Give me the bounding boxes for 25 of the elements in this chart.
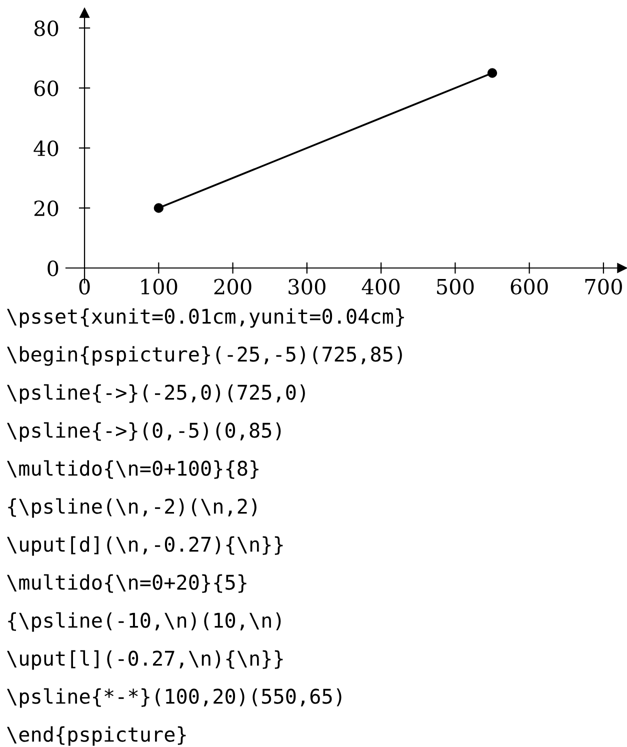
text: \psset{xunit=0.01cm,yunit=0.04cm} <box>7 308 404 328</box>
y-tick-label: 60 <box>34 80 58 96</box>
x-tick-label: 500 <box>437 278 474 295</box>
x-tick-label: 400 <box>362 278 400 295</box>
x-tick-label: 0 <box>79 278 90 295</box>
text: \begin{pspicture}(-25,-5)(725,85) <box>7 346 402 366</box>
text: \multido{\n=0+20}{5} <box>7 574 246 593</box>
y-tick-label: 20 <box>34 200 58 216</box>
text: \psline{->}(-25,0)(725,0) <box>7 384 305 404</box>
y-tick-label: 80 <box>34 20 58 36</box>
x-tick-label: 200 <box>214 278 252 295</box>
text: \uput[l](-0.27,\n){\n}} <box>7 650 283 670</box>
text: \multido{\n=0+100}{8} <box>7 460 258 479</box>
x-tick-label: 700 <box>585 278 622 295</box>
text: \uput[d](\n,-0.27){\n}} <box>7 536 283 556</box>
text: \psline{->}(0,-5)(0,85) <box>7 422 281 442</box>
text: {\psline(\n,-2)(\n,2) <box>8 498 256 518</box>
x-tick-label: 600 <box>510 278 548 295</box>
text: \end{pspicture} <box>7 726 186 746</box>
y-tick-label: 40 <box>34 140 58 156</box>
text: {\psline(-10,\n)(10,\n) <box>8 612 281 632</box>
y-tick-label: 0 <box>48 260 58 276</box>
x-tick-label: 100 <box>141 278 178 295</box>
x-tick-label: 300 <box>288 278 326 295</box>
text: \psline{*-*}(100,20)(550,65) <box>7 688 342 708</box>
